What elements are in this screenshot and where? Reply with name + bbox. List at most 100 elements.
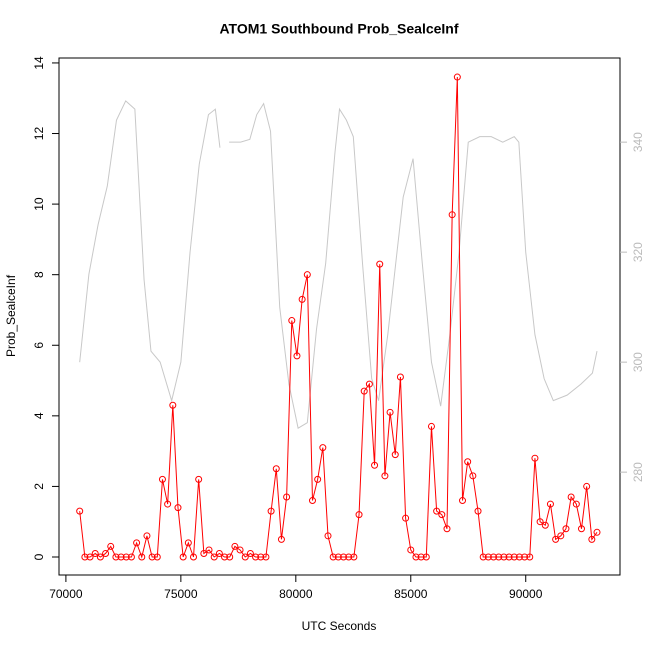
x-axis-label: UTC Seconds xyxy=(302,619,377,633)
data-point xyxy=(546,500,554,508)
data-point xyxy=(293,352,301,360)
data-point xyxy=(510,553,518,561)
data-point xyxy=(303,271,311,279)
data-point xyxy=(231,542,239,550)
data-point xyxy=(412,553,420,561)
data-point xyxy=(257,553,265,561)
data-point xyxy=(484,553,492,561)
data-point xyxy=(324,532,332,540)
y-tick-label: 0 xyxy=(32,553,46,560)
data-point xyxy=(153,553,161,561)
data-point xyxy=(433,507,441,515)
data-point xyxy=(112,553,120,561)
data-point xyxy=(422,553,430,561)
data-point xyxy=(138,553,146,561)
data-point xyxy=(262,553,270,561)
y-tick-label: 10 xyxy=(32,197,46,211)
data-point xyxy=(283,493,291,501)
data-point xyxy=(453,73,461,81)
data-point xyxy=(515,553,523,561)
y2-tick-label: 280 xyxy=(631,462,645,482)
data-point xyxy=(107,542,115,550)
data-point xyxy=(102,549,110,557)
data-point xyxy=(500,553,508,561)
data-point xyxy=(567,493,575,501)
data-point xyxy=(479,553,487,561)
data-point xyxy=(464,458,472,466)
data-point xyxy=(298,295,306,303)
data-point xyxy=(365,380,373,388)
y-tick-label: 14 xyxy=(32,56,46,70)
data-point xyxy=(164,500,172,508)
x-tick-label: 85000 xyxy=(394,587,428,601)
y-tick-label: 6 xyxy=(32,342,46,349)
data-point xyxy=(588,535,596,543)
y2-tick-label: 320 xyxy=(631,242,645,262)
y-tick-label: 12 xyxy=(32,127,46,141)
data-point xyxy=(402,514,410,522)
data-point xyxy=(340,553,348,561)
x-tick-label: 80000 xyxy=(279,587,313,601)
data-point xyxy=(505,553,513,561)
data-point xyxy=(572,500,580,508)
data-point xyxy=(490,553,498,561)
x-tick-label: 70000 xyxy=(49,587,83,601)
data-point xyxy=(526,553,534,561)
data-point xyxy=(174,504,182,512)
data-point xyxy=(169,401,177,409)
data-point xyxy=(241,553,249,561)
data-point xyxy=(376,260,384,268)
data-point xyxy=(184,539,192,547)
data-point xyxy=(143,532,151,540)
y2-tick-label: 340 xyxy=(631,132,645,152)
data-point xyxy=(469,472,477,480)
data-point xyxy=(86,553,94,561)
data-point xyxy=(277,535,285,543)
y-axis-label: Prob_SealceInf xyxy=(4,274,18,357)
data-point xyxy=(438,511,446,519)
x-tick-label: 90000 xyxy=(509,587,543,601)
data-point xyxy=(96,553,104,561)
data-point xyxy=(308,497,316,505)
series-line xyxy=(79,100,598,429)
y-tick-label: 8 xyxy=(32,271,46,278)
data-point xyxy=(215,549,223,557)
data-point xyxy=(158,475,166,483)
data-point xyxy=(319,444,327,452)
data-point xyxy=(355,511,363,519)
data-point xyxy=(417,553,425,561)
plot-frame xyxy=(58,57,621,576)
x-tick-label: 75000 xyxy=(164,587,198,601)
data-point xyxy=(221,553,229,561)
data-point xyxy=(396,373,404,381)
data-point xyxy=(195,475,203,483)
data-point xyxy=(226,553,234,561)
data-point xyxy=(495,553,503,561)
data-point xyxy=(117,553,125,561)
data-point xyxy=(288,317,296,325)
data-point xyxy=(562,525,570,533)
data-point xyxy=(531,454,539,462)
data-point xyxy=(272,465,280,473)
data-point xyxy=(381,472,389,480)
data-point xyxy=(314,475,322,483)
data-point xyxy=(391,451,399,459)
data-point xyxy=(122,553,130,561)
data-point xyxy=(360,387,368,395)
data-point xyxy=(329,553,337,561)
data-point xyxy=(459,497,467,505)
data-point xyxy=(267,507,275,515)
data-point xyxy=(474,507,482,515)
data-point xyxy=(577,525,585,533)
y-tick-label: 4 xyxy=(32,412,46,419)
data-point xyxy=(246,549,254,557)
y-tick-label: 2 xyxy=(32,483,46,490)
data-point xyxy=(179,553,187,561)
y2-tick-label: 300 xyxy=(631,352,645,372)
chart-title: ATOM1 Southbound Prob_SealceInf xyxy=(219,21,458,37)
data-point xyxy=(443,525,451,533)
data-point xyxy=(448,211,456,219)
data-point xyxy=(148,553,156,561)
